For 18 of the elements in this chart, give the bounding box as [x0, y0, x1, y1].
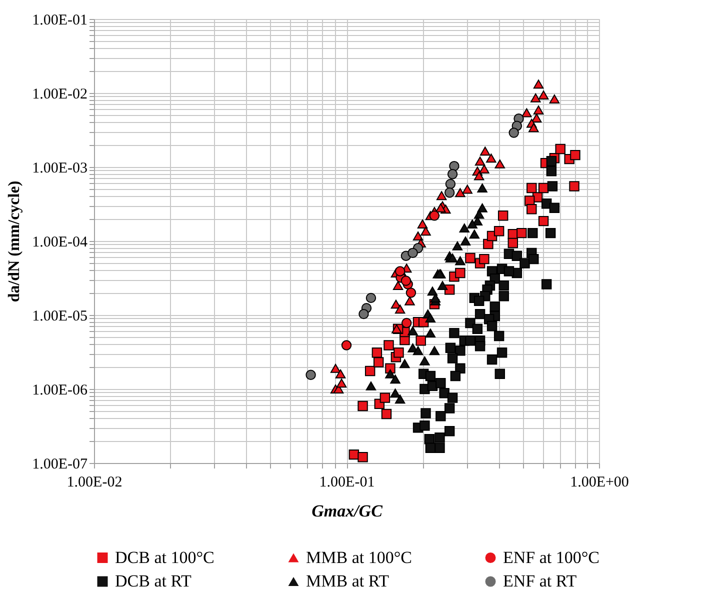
- legend-label: DCB at RT: [115, 572, 192, 590]
- y-tick-label: 1.00E-06: [32, 382, 88, 398]
- y-tick-label: 1.00E-05: [32, 308, 88, 324]
- x-tick-label: 1.00E+00: [570, 474, 629, 490]
- legend-label: DCB at 100°C: [115, 548, 214, 567]
- y-tick-label: 1.00E-07: [32, 456, 88, 472]
- legend-label: ENF at 100°C: [503, 548, 600, 567]
- y-axis-title: da/dN (mm/cycle): [6, 180, 24, 302]
- y-tick-label: 1.00E-03: [32, 160, 88, 176]
- x-tick-label: 1.00E-01: [319, 474, 375, 490]
- y-tick-label: 1.00E-04: [32, 234, 88, 250]
- x-axis-title: Gmax/GC: [312, 502, 384, 520]
- x-tick-label: 1.00E-02: [66, 474, 122, 490]
- y-tick-label: 1.00E-01: [32, 12, 88, 28]
- legend-label: MMB at RT: [306, 572, 390, 590]
- legend-label: ENF at RT: [503, 572, 578, 590]
- y-tick-label: 1.00E-02: [32, 86, 88, 102]
- legend-label: MMB at 100°C: [306, 548, 412, 567]
